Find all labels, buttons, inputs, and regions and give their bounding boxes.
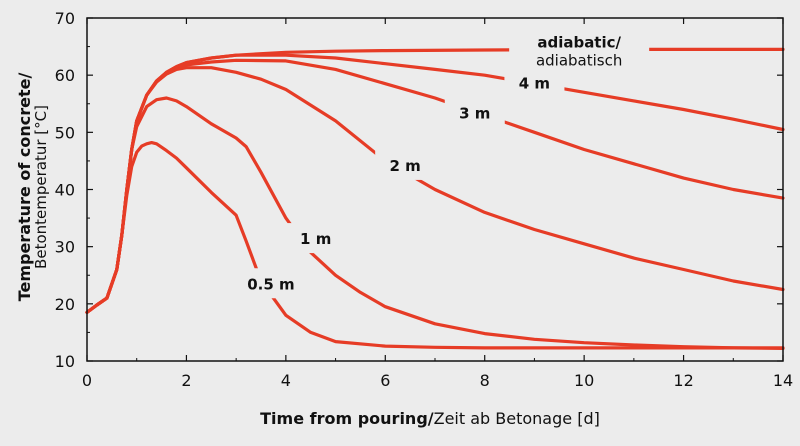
y-tick-label: 30 — [55, 238, 75, 257]
curves-layer — [85, 47, 785, 350]
x-tick-label: 10 — [574, 371, 594, 390]
y-axis-title: Temperature of concrete/ — [15, 73, 34, 302]
label-mask — [509, 28, 650, 71]
y-axis-title-bold: Temperature of concrete/ — [15, 73, 34, 302]
label-mask — [504, 67, 565, 98]
label-mask — [285, 223, 346, 254]
y-tick-label: 10 — [55, 352, 75, 371]
curve-label: 4 m — [519, 75, 550, 93]
curve-label: 0.5 m — [247, 275, 294, 293]
y-tick-label: 60 — [55, 66, 75, 85]
curve-label: 2 m — [390, 157, 421, 175]
series-line-1-m — [85, 96, 785, 350]
y-tick-label: 70 — [55, 9, 75, 28]
series-line-3-m — [85, 58, 785, 314]
y-axis-subtitle: Betontemperatur [°C] — [32, 105, 50, 269]
y-tick-label: 50 — [55, 123, 75, 142]
series-line-4-m — [85, 53, 785, 314]
y-tick-label: 40 — [55, 181, 75, 200]
x-tick-label: 8 — [480, 371, 490, 390]
x-axis-title: Time from pouring/Zeit ab Betonage [d] — [260, 409, 600, 428]
annotation-layer: adiabatic/adiabatisch 4 m 3 m 2 m 1 m 0.5 m — [247, 33, 622, 293]
x-tick-label: 0 — [82, 371, 92, 390]
series-line-0-5-m — [85, 141, 785, 350]
label-mask — [444, 97, 505, 128]
x-tick-label: 2 — [181, 371, 191, 390]
x-tick-label: 6 — [380, 371, 390, 390]
x-tick-label: 4 — [281, 371, 291, 390]
y-tick-label: 20 — [55, 295, 75, 314]
x-axis-title-bold: Time from pouring/ — [260, 409, 434, 428]
curve-label-secondary: adiabatisch — [536, 51, 622, 69]
x-axis-title-normal: Zeit ab Betonage [d] — [434, 409, 600, 428]
curve-label: 1 m — [300, 230, 331, 248]
x-tick-label: 12 — [673, 371, 693, 390]
curve-label: adiabatic/ — [537, 33, 621, 51]
curve-label: 3 m — [459, 104, 490, 122]
label-masks — [230, 28, 650, 299]
label-mask — [375, 149, 436, 180]
tick-layer: 0 2 4 6 8 10 12 14 10 20 30 40 50 60 70 — [55, 9, 794, 390]
series-line-adiabatic — [85, 47, 785, 314]
series-line-2-m — [85, 66, 785, 314]
label-mask — [230, 268, 311, 299]
x-tick-label: 14 — [773, 371, 793, 390]
